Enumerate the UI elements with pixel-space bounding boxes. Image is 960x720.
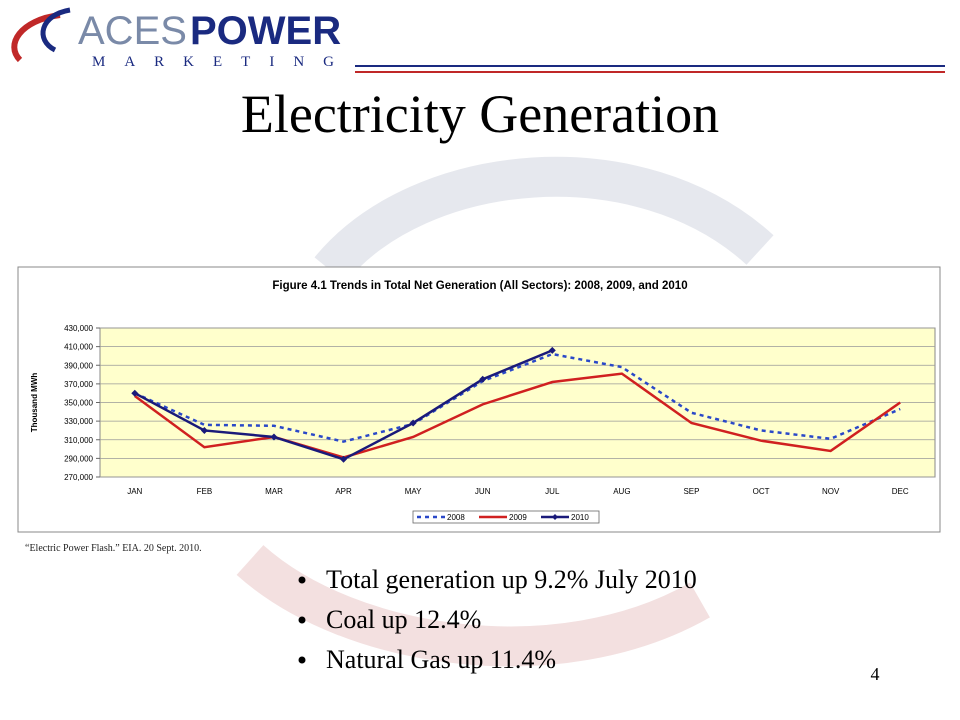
swoosh bbox=[314, 156, 774, 284]
y-tick-label: 350,000 bbox=[64, 399, 93, 408]
logo-tagline: MARKETING bbox=[92, 54, 353, 70]
page-number: 4 bbox=[871, 664, 880, 684]
x-tick-label: OCT bbox=[753, 487, 770, 496]
y-tick-label: 270,000 bbox=[64, 473, 93, 482]
point-marker bbox=[270, 433, 278, 441]
chart: Figure 4.1 Trends in Total Net Generatio… bbox=[30, 280, 936, 524]
logo-name: ACES bbox=[78, 9, 187, 53]
point-marker bbox=[409, 419, 417, 427]
y-tick-label: 390,000 bbox=[64, 361, 93, 370]
y-tick-label: 430,000 bbox=[64, 324, 93, 333]
point-marker bbox=[200, 426, 208, 434]
slide-title: Electricity Generation bbox=[241, 84, 719, 144]
logo-swoosh bbox=[40, 7, 71, 53]
x-tick-label: SEP bbox=[683, 487, 699, 496]
x-tick-label: MAR bbox=[265, 487, 283, 496]
bullet-text: Coal up 12.4% bbox=[326, 605, 481, 634]
logo-name-bold: POWER bbox=[190, 9, 341, 53]
bullet bbox=[298, 576, 306, 584]
series-line bbox=[134, 372, 901, 459]
point-marker bbox=[340, 455, 348, 463]
bullet-text: Natural Gas up 11.4% bbox=[326, 645, 556, 674]
legend-label: 2010 bbox=[571, 513, 589, 522]
bullet bbox=[298, 656, 306, 664]
x-tick-label: DEC bbox=[892, 487, 909, 496]
bullet bbox=[298, 616, 306, 624]
y-tick-label: 410,000 bbox=[64, 343, 93, 352]
point-marker bbox=[548, 346, 556, 354]
x-tick-label: NOV bbox=[822, 487, 840, 496]
y-tick-label: 330,000 bbox=[64, 417, 93, 426]
source: “Electric Power Flash.” EIA. 20 Sept. 20… bbox=[25, 543, 202, 554]
swoosh bbox=[236, 544, 710, 667]
legend-label: 2009 bbox=[509, 513, 527, 522]
bullet-list: Total generation up 9.2% July 2010 Coal u… bbox=[298, 565, 697, 674]
x-tick-label: FEB bbox=[197, 487, 213, 496]
x-tick-label: JUN bbox=[475, 487, 491, 496]
x-tick-label: JAN bbox=[127, 487, 142, 496]
legend-marker bbox=[552, 514, 558, 520]
y-tick-label: 310,000 bbox=[64, 436, 93, 445]
x-tick-label: APR bbox=[335, 487, 352, 496]
x-tick-label: JUL bbox=[545, 487, 560, 496]
legend-label: 2008 bbox=[447, 513, 465, 522]
y-axis-label: Thousand MWh bbox=[30, 373, 39, 433]
point-marker bbox=[131, 389, 139, 397]
point-marker bbox=[479, 375, 487, 383]
series-line bbox=[134, 352, 901, 443]
x-tick-label: MAY bbox=[405, 487, 422, 496]
x-tick-label: AUG bbox=[613, 487, 630, 496]
chart-title: Figure 4.1 Trends in Total Net Generatio… bbox=[272, 280, 687, 292]
bullet-text: Total generation up 9.2% July 2010 bbox=[326, 565, 697, 594]
y-tick-label: 290,000 bbox=[64, 454, 93, 463]
y-tick-label: 370,000 bbox=[64, 380, 93, 389]
